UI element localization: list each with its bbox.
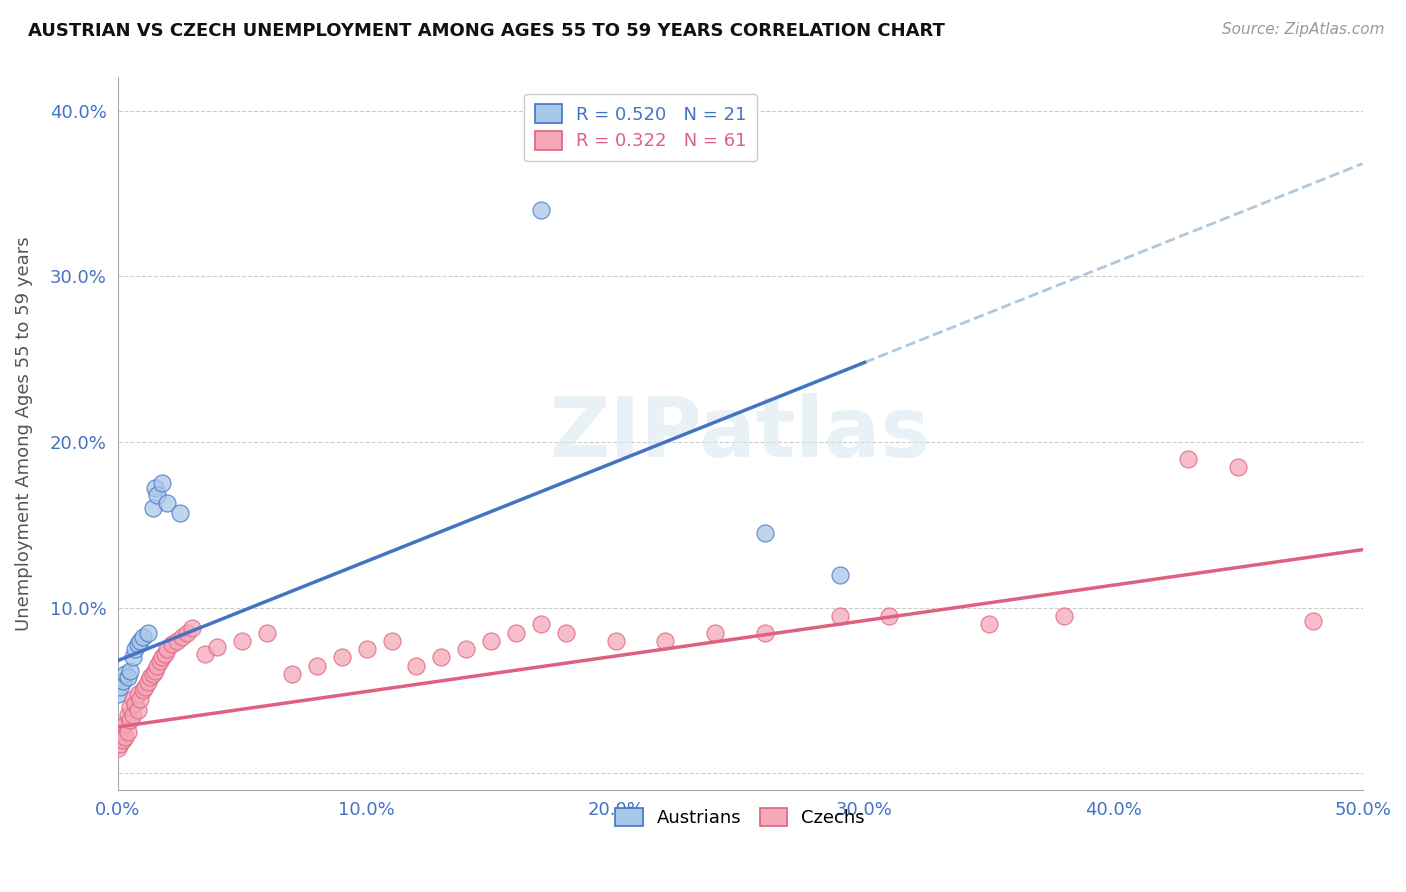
Point [530, 202, 553, 217]
Point [1302, 614, 1324, 628]
Point [554, 625, 576, 640]
Point [172, 631, 194, 645]
Point [1053, 609, 1076, 624]
Point [152, 650, 174, 665]
Point [121, 708, 143, 723]
Point [141, 501, 163, 516]
Point [129, 691, 152, 706]
Point [108, 737, 131, 751]
Point [114, 667, 136, 681]
Point [1177, 451, 1199, 466]
Point [107, 730, 129, 744]
Point [127, 637, 149, 651]
Point [136, 675, 159, 690]
Point [131, 631, 153, 645]
Point [169, 506, 191, 520]
Point [456, 642, 478, 657]
Point [754, 526, 776, 541]
Point [124, 697, 146, 711]
Point [146, 658, 169, 673]
Point [176, 625, 198, 640]
Point [704, 625, 727, 640]
Point [405, 658, 427, 673]
Point [479, 633, 502, 648]
Point [505, 625, 527, 640]
Point [162, 637, 184, 651]
Point [127, 703, 149, 717]
Point [828, 609, 851, 624]
Point [149, 654, 172, 668]
Point [117, 725, 139, 739]
Point [146, 488, 169, 502]
Point [114, 716, 136, 731]
Point [120, 700, 142, 714]
Point [129, 633, 152, 648]
Point [156, 496, 179, 510]
Point [111, 673, 134, 688]
Point [114, 730, 136, 744]
Point [207, 640, 229, 655]
Point [108, 680, 131, 694]
Point [977, 617, 1000, 632]
Point [754, 625, 776, 640]
Point [141, 667, 163, 681]
Point [143, 481, 166, 495]
Point [605, 633, 627, 648]
Point [330, 650, 353, 665]
Point [530, 617, 553, 632]
Point [356, 642, 378, 657]
Point [120, 714, 142, 728]
Text: Source: ZipAtlas.com: Source: ZipAtlas.com [1222, 22, 1385, 37]
Point [166, 633, 188, 648]
Point [194, 647, 217, 661]
Point [117, 670, 139, 684]
Point [828, 567, 851, 582]
Point [430, 650, 453, 665]
Point [120, 664, 142, 678]
Point [654, 633, 676, 648]
Point [231, 633, 253, 648]
Point [305, 658, 328, 673]
Point [124, 642, 146, 657]
Point [156, 642, 179, 657]
Point [111, 720, 134, 734]
Point [121, 691, 143, 706]
Point [152, 476, 174, 491]
Point [127, 687, 149, 701]
Point [134, 680, 156, 694]
Point [256, 625, 278, 640]
Point [121, 650, 143, 665]
Point [117, 708, 139, 723]
Point [111, 733, 134, 747]
Point [153, 647, 176, 661]
Point [1227, 459, 1250, 474]
Point [281, 667, 304, 681]
Point [107, 741, 129, 756]
Legend: Austrians, Czechs: Austrians, Czechs [609, 800, 872, 834]
Text: ZIPatlas: ZIPatlas [550, 393, 931, 475]
Point [136, 625, 159, 640]
Text: AUSTRIAN VS CZECH UNEMPLOYMENT AMONG AGES 55 TO 59 YEARS CORRELATION CHART: AUSTRIAN VS CZECH UNEMPLOYMENT AMONG AGE… [28, 22, 945, 40]
Point [131, 683, 153, 698]
Point [879, 609, 901, 624]
Point [143, 664, 166, 678]
Point [380, 633, 402, 648]
Point [107, 687, 129, 701]
Y-axis label: Unemployment Among Ages 55 to 59 years: Unemployment Among Ages 55 to 59 years [15, 236, 32, 631]
Point [108, 725, 131, 739]
Point [181, 621, 204, 635]
Point [139, 670, 162, 684]
